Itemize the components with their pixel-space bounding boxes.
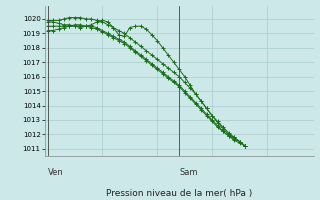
Text: Pression niveau de la mer( hPa ): Pression niveau de la mer( hPa ) bbox=[106, 189, 252, 198]
Text: Ven: Ven bbox=[48, 168, 63, 177]
Text: Sam: Sam bbox=[179, 168, 198, 177]
